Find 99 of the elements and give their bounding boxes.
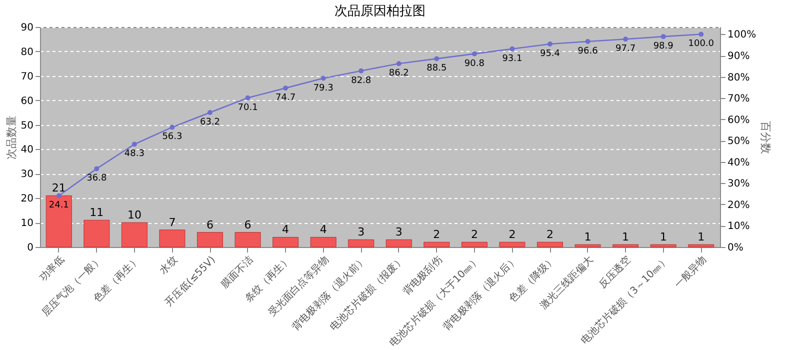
data-label: 1 xyxy=(584,230,592,244)
data-label: 1 xyxy=(622,230,630,244)
data-label: 56.3 xyxy=(162,132,182,142)
x-tick-label: 一般异物 xyxy=(672,254,709,291)
data-label: 93.1 xyxy=(502,54,522,64)
y2-tick-label: 0% xyxy=(728,242,744,254)
data-label: 6 xyxy=(206,218,214,232)
point xyxy=(698,32,704,37)
point xyxy=(94,166,100,172)
point xyxy=(132,142,137,147)
y2-tick-label: 100% xyxy=(728,30,756,41)
y2-tick-label: 70% xyxy=(728,94,750,105)
y2-tick-label: 90% xyxy=(728,51,750,62)
bar xyxy=(461,242,488,248)
y-tick-label: 70 xyxy=(20,71,34,82)
data-label: 2 xyxy=(508,228,516,242)
y2-tick-label: 20% xyxy=(728,200,750,211)
data-label: 97.7 xyxy=(616,44,636,54)
y2-tick-label: 10% xyxy=(728,221,750,232)
y2-tick-label: 40% xyxy=(728,157,750,168)
bar xyxy=(650,244,676,248)
data-label: 2 xyxy=(470,228,478,242)
point xyxy=(623,36,628,42)
point xyxy=(510,46,515,52)
data-label: 11 xyxy=(90,206,104,220)
y-tick-label: 90 xyxy=(20,22,34,34)
point xyxy=(283,86,288,91)
data-label: 36.8 xyxy=(86,174,107,184)
data-label: 48.3 xyxy=(124,149,144,160)
y-tick-label: 60 xyxy=(20,96,34,107)
point xyxy=(396,61,402,66)
point xyxy=(548,42,552,47)
point xyxy=(56,193,62,198)
data-label: 86.2 xyxy=(388,68,409,79)
data-label: 88.5 xyxy=(426,64,447,74)
data-label: 2 xyxy=(433,228,440,242)
data-label: 82.8 xyxy=(351,76,372,86)
y-tick-label: 80 xyxy=(20,46,34,58)
bar xyxy=(612,244,639,248)
bar xyxy=(234,232,261,248)
y2-tick-label: 80% xyxy=(728,72,750,84)
data-label: 1 xyxy=(660,230,667,244)
y-tick-label: 30 xyxy=(20,169,34,180)
data-label: 7 xyxy=(168,216,176,229)
bar xyxy=(537,242,563,248)
y2-axis-title: 百分数 xyxy=(759,121,772,154)
data-label: 74.7 xyxy=(276,93,296,104)
data-label: 70.1 xyxy=(238,102,258,113)
bar xyxy=(499,242,526,248)
bar xyxy=(84,220,110,248)
data-label: 96.6 xyxy=(578,46,598,56)
point xyxy=(170,124,175,130)
bar xyxy=(272,236,299,248)
bar xyxy=(688,244,714,248)
data-label: 1 xyxy=(698,230,705,244)
data-label: 21 xyxy=(52,182,66,195)
y-tick-label: 20 xyxy=(20,194,34,205)
point xyxy=(320,76,326,81)
data-label: 79.3 xyxy=(313,83,334,94)
data-label: 10 xyxy=(127,208,142,222)
data-label: 2 xyxy=(546,228,554,242)
bar xyxy=(121,222,148,248)
data-label: 4 xyxy=(282,223,290,236)
data-label: 63.2 xyxy=(200,118,220,128)
data-label: 4 xyxy=(320,223,327,236)
point xyxy=(472,51,477,56)
x-tick-label: 功率低 xyxy=(36,254,67,284)
y-tick-label: 50 xyxy=(20,120,34,132)
bar xyxy=(424,242,450,248)
point xyxy=(585,38,590,44)
point xyxy=(208,110,212,116)
y2-tick-label: 30% xyxy=(728,178,750,190)
bar xyxy=(310,236,336,248)
data-label: 6 xyxy=(244,218,252,232)
y-tick-label: 40 xyxy=(20,144,34,156)
bar xyxy=(159,230,186,248)
point xyxy=(358,68,364,74)
x-tick-label: 水纹 xyxy=(157,254,180,276)
bar xyxy=(574,244,601,248)
bar xyxy=(197,232,223,248)
data-label: 3 xyxy=(358,226,365,239)
y-tick-label: 0 xyxy=(27,242,34,254)
bar xyxy=(386,239,412,248)
bar xyxy=(46,195,72,248)
data-label: 100.0 xyxy=(688,39,714,50)
y2-tick-label: 60% xyxy=(728,114,750,126)
data-label: 24.1 xyxy=(48,200,69,211)
data-label: 98.9 xyxy=(653,42,674,52)
point xyxy=(434,56,440,62)
point xyxy=(245,95,250,100)
data-label: 95.4 xyxy=(540,49,560,60)
data-label: 3 xyxy=(395,226,402,239)
y2-tick-label: 50% xyxy=(728,136,750,148)
point xyxy=(660,34,666,40)
y-axis-title: 次品数量 xyxy=(4,116,18,160)
chart-title: 次品原因柏拉图 xyxy=(334,4,426,19)
bar xyxy=(348,239,374,248)
y-tick-label: 10 xyxy=(20,218,34,230)
data-label: 90.8 xyxy=(464,58,485,69)
